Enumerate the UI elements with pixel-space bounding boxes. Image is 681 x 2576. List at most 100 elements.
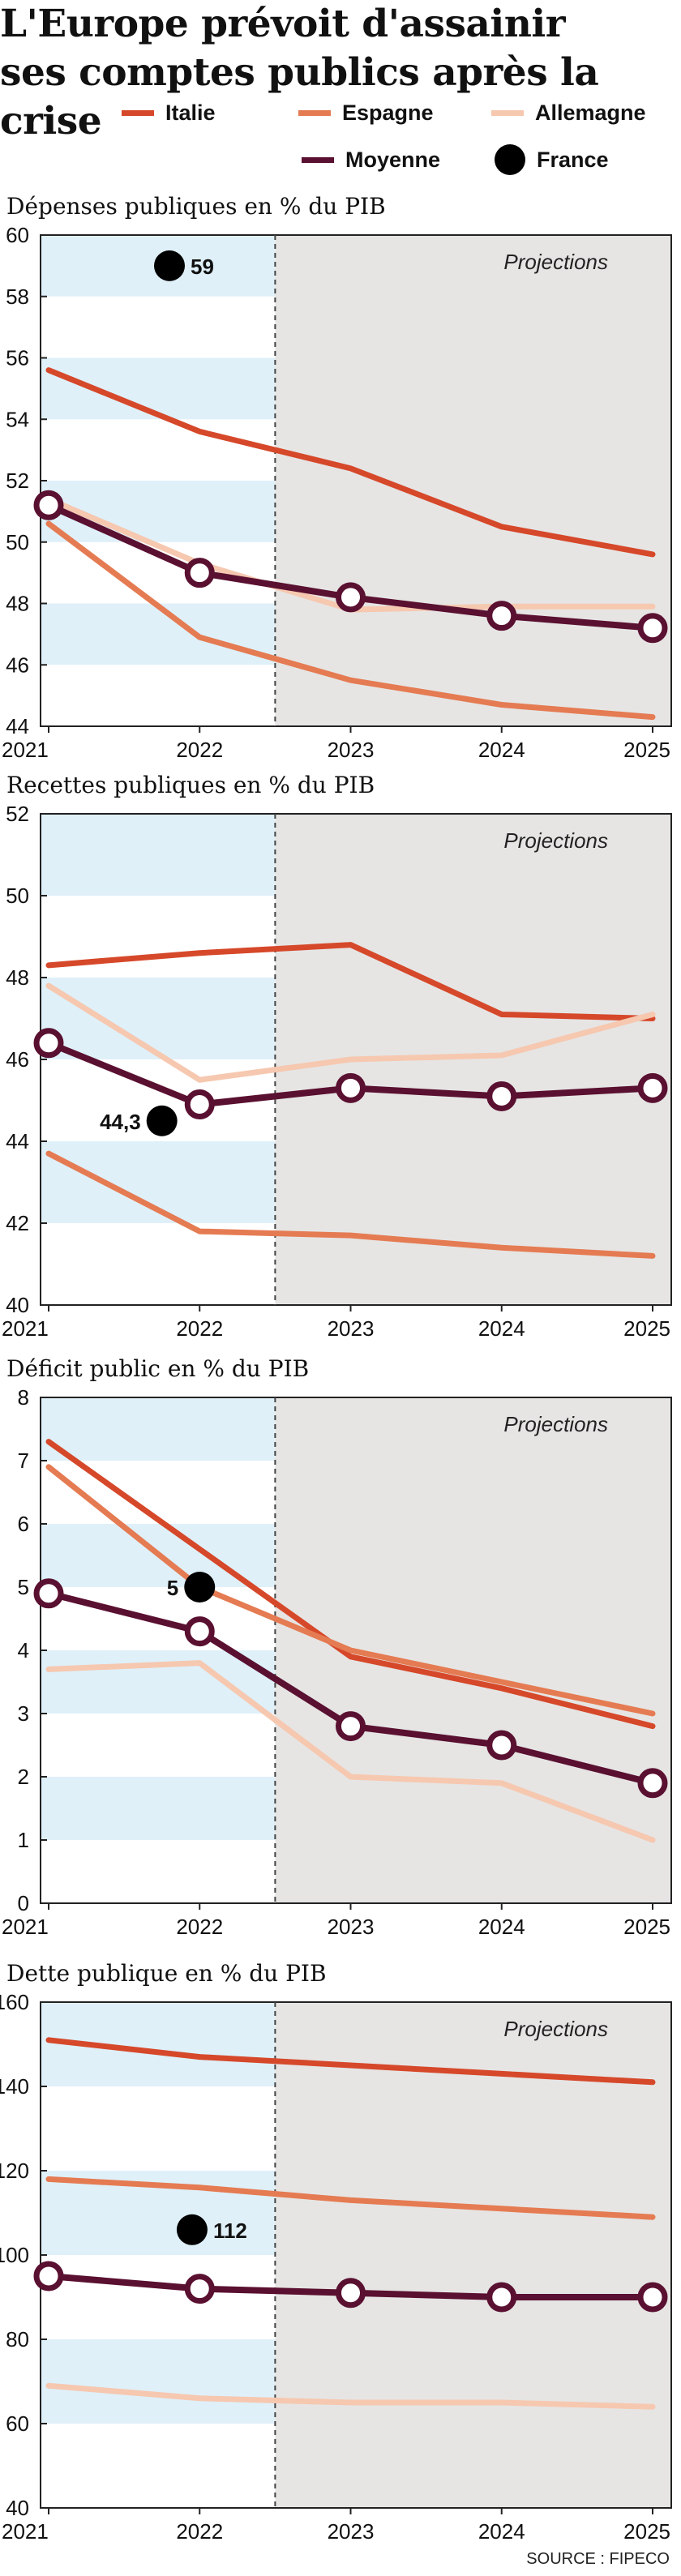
chart-title-dette: Dette publique en % du PIB bbox=[6, 1960, 327, 1987]
projection-zone bbox=[275, 2002, 671, 2508]
x-tick-label: 2025 bbox=[623, 1915, 670, 1939]
moyenne-point bbox=[486, 1080, 517, 1111]
series-line-allemagne bbox=[45, 1660, 656, 1843]
moyenne-point bbox=[486, 1730, 517, 1761]
moyenne-point bbox=[336, 1072, 366, 1103]
y-tick-label: 8 bbox=[18, 1389, 29, 1410]
background-band bbox=[41, 1650, 276, 1714]
y-tick-label: 44 bbox=[6, 714, 29, 738]
france-point bbox=[184, 1572, 216, 1603]
x-tick-label: 2022 bbox=[176, 1316, 223, 1341]
y-tick-label: 1 bbox=[18, 1828, 29, 1852]
moyenne-point bbox=[184, 2274, 215, 2304]
x-tick-label: 2022 bbox=[176, 738, 223, 762]
x-tick-label: 2021 bbox=[2, 1316, 49, 1341]
x-tick-label: 2023 bbox=[328, 1915, 375, 1939]
legend-swatch-allemagne bbox=[491, 110, 524, 116]
y-tick-label: 6 bbox=[18, 1512, 29, 1536]
france-point bbox=[154, 250, 185, 281]
legend-item-france: France bbox=[495, 144, 609, 175]
y-tick-label: 60 bbox=[6, 2411, 29, 2436]
moyenne-point bbox=[184, 558, 215, 588]
legend: Italie Espagne Allemagne Moyenne France bbox=[0, 94, 681, 190]
x-tick-label: 2023 bbox=[328, 1316, 375, 1341]
y-tick-label: 7 bbox=[18, 1448, 29, 1473]
y-tick-label: 42 bbox=[6, 1211, 29, 1235]
moyenne-point bbox=[637, 2282, 668, 2313]
chart-dette: Projections 40 60 80 100 120 140 160 2021 2022 202… bbox=[0, 1994, 672, 2544]
y-tick-label: 46 bbox=[6, 1047, 29, 1072]
projection-zone bbox=[275, 235, 671, 726]
legend-swatch-italie bbox=[122, 110, 154, 116]
series-line-espagne bbox=[45, 2176, 656, 2220]
background-band bbox=[41, 814, 276, 896]
series-line-allemagne bbox=[45, 982, 656, 1083]
series-line-italie bbox=[45, 942, 656, 1021]
y-tick-label: 4 bbox=[18, 1638, 29, 1662]
moyenne-point bbox=[486, 601, 517, 631]
y-tick-label: 160 bbox=[0, 1994, 29, 2014]
moyenne-point bbox=[637, 1768, 668, 1799]
x-tick-label: 2024 bbox=[478, 738, 525, 762]
background-band bbox=[41, 1397, 276, 1461]
x-tick-label: 2025 bbox=[623, 738, 670, 762]
moyenne-point bbox=[336, 1711, 366, 1742]
x-tick-label: 2021 bbox=[2, 738, 49, 762]
france-label: 112 bbox=[213, 2219, 247, 2243]
moyenne-point bbox=[336, 582, 366, 613]
legend-label-italie: Italie bbox=[165, 101, 216, 125]
x-tick-label: 2024 bbox=[478, 1915, 525, 1939]
projections-label: Projections bbox=[503, 1412, 608, 1436]
france-label: 5 bbox=[167, 1576, 178, 1600]
series-line-espagne bbox=[45, 1464, 656, 1717]
france-point bbox=[176, 2214, 208, 2245]
projections-label: Projections bbox=[503, 250, 608, 274]
y-tick-label: 3 bbox=[18, 1701, 29, 1726]
source-note: SOURCE : FIPECO bbox=[526, 2550, 670, 2568]
x-tick-label: 2024 bbox=[478, 1316, 525, 1341]
x-tick-label: 2022 bbox=[176, 1915, 223, 1939]
moyenne-point bbox=[184, 1089, 215, 1120]
france-point bbox=[146, 1105, 178, 1136]
series-line-espagne bbox=[45, 520, 656, 721]
legend-item-allemagne: Allemagne bbox=[491, 101, 646, 126]
y-tick-label: 46 bbox=[6, 653, 29, 677]
legend-dot-france bbox=[495, 144, 525, 175]
title-line-1: L'Europe prévoit d'assainir bbox=[0, 2, 566, 46]
y-tick-label: 48 bbox=[6, 965, 29, 990]
x-tick-label: 2023 bbox=[328, 738, 375, 762]
y-tick-label: 140 bbox=[0, 2074, 29, 2099]
y-tick-label: 5 bbox=[18, 1575, 29, 1599]
background-band bbox=[41, 978, 276, 1059]
legend-item-italie: Italie bbox=[122, 101, 216, 126]
series-line-italie bbox=[45, 2037, 656, 2086]
background-band bbox=[41, 1777, 276, 1840]
y-tick-label: 0 bbox=[18, 1891, 29, 1915]
series-line-espagne bbox=[45, 1150, 656, 1259]
france-label: 44,3 bbox=[100, 1110, 141, 1134]
chart-title-recettes: Recettes publiques en % du PIB bbox=[6, 772, 375, 798]
france-label: 59 bbox=[191, 255, 214, 279]
y-tick-label: 52 bbox=[6, 806, 29, 826]
legend-item-moyenne: Moyenne bbox=[302, 148, 440, 173]
moyenne-point bbox=[33, 1578, 64, 1609]
background-band bbox=[41, 2339, 276, 2424]
y-tick-label: 100 bbox=[0, 2243, 29, 2267]
y-tick-label: 52 bbox=[6, 469, 29, 493]
chart-deficit: Projections 0 1 2 3 4 5 6 7 8 2021 2022 2023 2024 2025… bbox=[2, 1389, 672, 1939]
moyenne-point bbox=[33, 1028, 64, 1059]
y-tick-label: 44 bbox=[6, 1129, 29, 1153]
projections-label: Projections bbox=[503, 828, 608, 853]
y-tick-label: 50 bbox=[6, 530, 29, 554]
x-tick-label: 2025 bbox=[623, 2519, 670, 2544]
legend-label-moyenne: Moyenne bbox=[345, 148, 441, 172]
y-tick-label: 40 bbox=[6, 1293, 29, 1317]
x-tick-label: 2024 bbox=[478, 2519, 525, 2544]
series-line-allemagne bbox=[45, 2382, 656, 2410]
chart-title-depenses: Dépenses publiques en % du PIB bbox=[6, 193, 386, 220]
x-tick-label: 2021 bbox=[2, 2519, 49, 2544]
legend-swatch-espagne bbox=[298, 110, 331, 116]
chart-title-deficit: Déficit public en % du PIB bbox=[6, 1355, 310, 1382]
x-tick-label: 2022 bbox=[176, 2519, 223, 2544]
y-tick-label: 54 bbox=[6, 407, 29, 431]
